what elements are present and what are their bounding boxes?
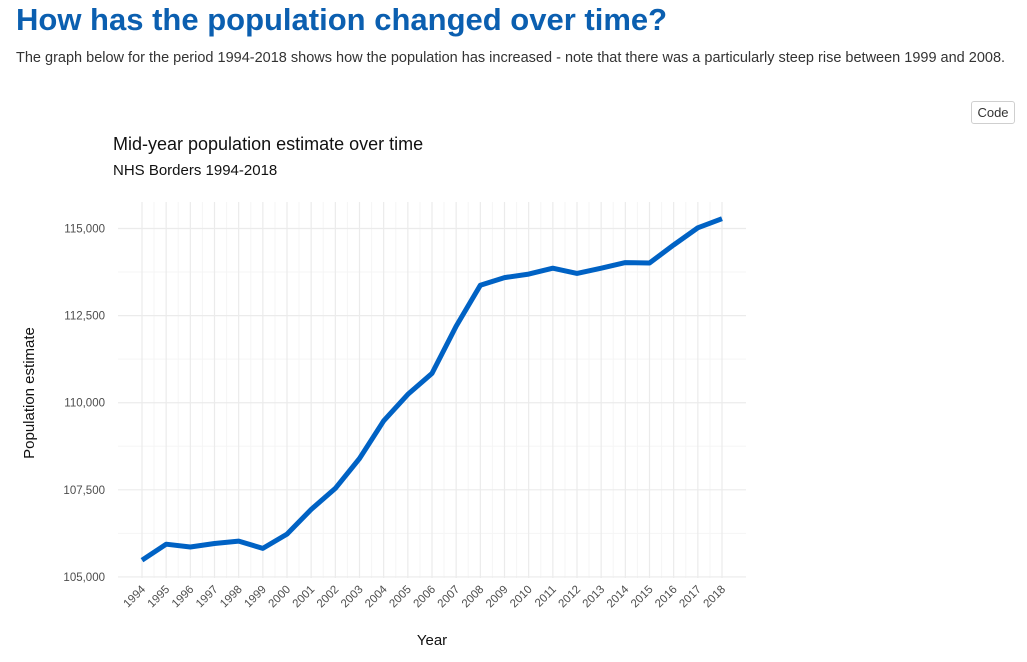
x-tick-label: 1994	[122, 583, 149, 610]
x-tick-label: 2003	[339, 584, 366, 611]
x-tick-label: 2006	[412, 584, 439, 611]
x-axis-label: Year	[417, 632, 447, 649]
y-tick-label: 107,500	[63, 485, 105, 497]
y-tick-label: 112,500	[64, 311, 105, 323]
x-tick-label: 2008	[460, 584, 487, 611]
x-tick-label: 1999	[242, 584, 269, 611]
x-tick-label: 1997	[194, 584, 221, 611]
x-tick-label: 2015	[629, 584, 656, 611]
chart-subtitle: NHS Borders 1994-2018	[113, 162, 277, 179]
x-tick-label: 2000	[267, 584, 294, 611]
x-tick-label: 1998	[218, 584, 245, 611]
x-axis-ticks: 1994199519961997199819992000200120022003…	[122, 583, 729, 610]
x-tick-label: 2017	[677, 584, 704, 611]
x-tick-label: 2012	[557, 584, 584, 611]
x-tick-label: 2004	[363, 583, 390, 610]
y-axis-label: Population estimate	[21, 327, 38, 459]
y-tick-label: 110,000	[64, 398, 105, 410]
population-line-chart: Mid-year population estimate over time N…	[21, 134, 746, 649]
x-tick-label: 1996	[170, 584, 197, 611]
x-tick-label: 2009	[484, 584, 511, 611]
x-tick-label: 2007	[436, 584, 463, 611]
chart-series	[140, 216, 723, 563]
x-tick-label: 2011	[533, 584, 559, 610]
x-tick-label: 2014	[605, 583, 632, 610]
x-tick-label: 2016	[653, 584, 680, 611]
x-tick-label: 2018	[702, 584, 729, 611]
x-tick-label: 2002	[315, 584, 342, 611]
y-tick-label: 105,000	[63, 572, 105, 584]
chart-gridlines	[118, 202, 746, 578]
chart-title: Mid-year population estimate over time	[113, 134, 423, 154]
x-tick-label: 2001	[291, 584, 318, 611]
population-series-line	[140, 216, 723, 563]
x-tick-label: 2010	[508, 584, 535, 611]
y-tick-label: 115,000	[64, 223, 105, 235]
x-tick-label: 2013	[581, 584, 608, 611]
y-axis-ticks: 105,000 107,500 110,000 112,500 115,000	[63, 223, 105, 583]
intro-paragraph: The graph below for the period 1994-2018…	[16, 50, 1006, 66]
page-title: How has the population changed over time…	[16, 2, 668, 37]
x-tick-label: 1995	[146, 584, 173, 611]
x-tick-label: 2005	[387, 584, 414, 611]
code-button[interactable]: Code	[971, 101, 1015, 124]
